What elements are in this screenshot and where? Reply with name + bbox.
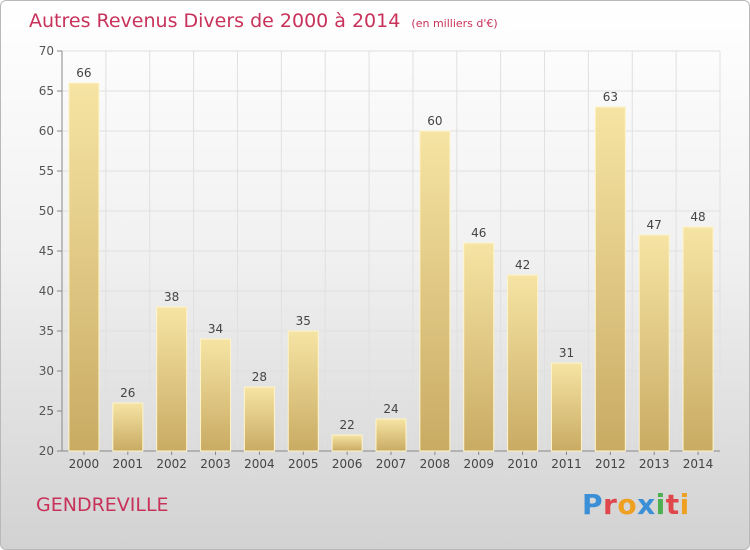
bar-2010	[507, 274, 539, 452]
y-tick-label: 20	[39, 444, 54, 458]
y-tick-label: 55	[39, 164, 54, 178]
bar-2006	[331, 434, 363, 452]
logo-letter: o	[617, 488, 638, 521]
data-label-2012: 63	[603, 90, 618, 104]
y-tick-label: 45	[39, 244, 54, 258]
x-tick-label-2002: 2002	[156, 457, 187, 471]
y-tick-label: 40	[39, 284, 54, 298]
data-label-2004: 28	[252, 370, 267, 384]
x-tick-label-2014: 2014	[683, 457, 714, 471]
x-tick-label-2010: 2010	[507, 457, 538, 471]
data-label-2005: 35	[296, 314, 311, 328]
proxiti-logo: Proxiti	[582, 488, 690, 521]
logo-letter: i	[679, 488, 690, 521]
x-tick-label-2009: 2009	[463, 457, 494, 471]
data-label-2001: 26	[120, 386, 135, 400]
data-label-2010: 42	[515, 258, 530, 272]
bar-2007	[375, 418, 407, 452]
x-tick-label-2003: 2003	[200, 457, 231, 471]
data-label-2013: 47	[647, 218, 662, 232]
data-label-2000: 66	[76, 66, 91, 80]
bar-2004	[243, 386, 275, 452]
bar-2012	[594, 106, 626, 452]
y-tick-label: 35	[39, 324, 54, 338]
y-tick-label: 65	[39, 84, 54, 98]
bar-2002	[156, 306, 188, 452]
x-tick-label-2011: 2011	[551, 457, 582, 471]
bar-2000	[68, 82, 100, 452]
bar-2009	[463, 242, 495, 452]
data-label-2009: 46	[471, 226, 486, 240]
data-label-2011: 31	[559, 346, 574, 360]
x-tick-label-2005: 2005	[288, 457, 319, 471]
x-tick-label-2007: 2007	[376, 457, 407, 471]
data-label-2014: 48	[690, 210, 705, 224]
tick-labels: 20 25 30 35 40 45 50 55 60 65 70 2000 2001 2002 2003 20…	[39, 44, 714, 471]
town-name: GENDREVILLE	[36, 494, 169, 516]
x-tick-label-2006: 2006	[332, 457, 363, 471]
logo-letter: t	[665, 488, 680, 521]
y-tick-label: 25	[39, 404, 54, 418]
data-label-2007: 24	[383, 402, 398, 416]
bars	[68, 82, 714, 452]
bar-2014	[682, 226, 714, 452]
y-tick-label: 30	[39, 364, 54, 378]
data-label-2002: 38	[164, 290, 179, 304]
bar-2011	[550, 362, 582, 452]
logo-letter: x	[637, 488, 656, 521]
logo-letter: i	[655, 488, 666, 521]
x-tick-label-2000: 2000	[69, 457, 100, 471]
data-label-2003: 34	[208, 322, 223, 336]
y-tick-label: 50	[39, 204, 54, 218]
chart-title-main: Autres Revenus Divers de 2000 à 2014	[29, 10, 401, 32]
bar-2008	[419, 130, 451, 452]
chart-title-unit: (en milliers d'€)	[411, 17, 498, 30]
bar-2005	[287, 330, 319, 452]
chart-title: Autres Revenus Divers de 2000 à 2014 (en…	[29, 10, 498, 32]
x-tick-label-2013: 2013	[639, 457, 670, 471]
logo-letter: P	[582, 488, 604, 521]
y-tick-label: 60	[39, 124, 54, 138]
data-label-2008: 60	[427, 114, 442, 128]
x-tick-label-2004: 2004	[244, 457, 275, 471]
bar-2003	[200, 338, 232, 452]
x-tick-label-2012: 2012	[595, 457, 626, 471]
data-labels: 66 26 38 34 28 35 22 24 60 46 42 31 63 47 48	[76, 66, 705, 432]
logo-letter: r	[603, 488, 618, 521]
bar-2001	[112, 402, 144, 452]
y-tick-label: 70	[39, 44, 54, 58]
bar-2013	[638, 234, 670, 452]
x-tick-label-2001: 2001	[113, 457, 144, 471]
x-tick-label-2008: 2008	[420, 457, 451, 471]
data-label-2006: 22	[339, 418, 354, 432]
